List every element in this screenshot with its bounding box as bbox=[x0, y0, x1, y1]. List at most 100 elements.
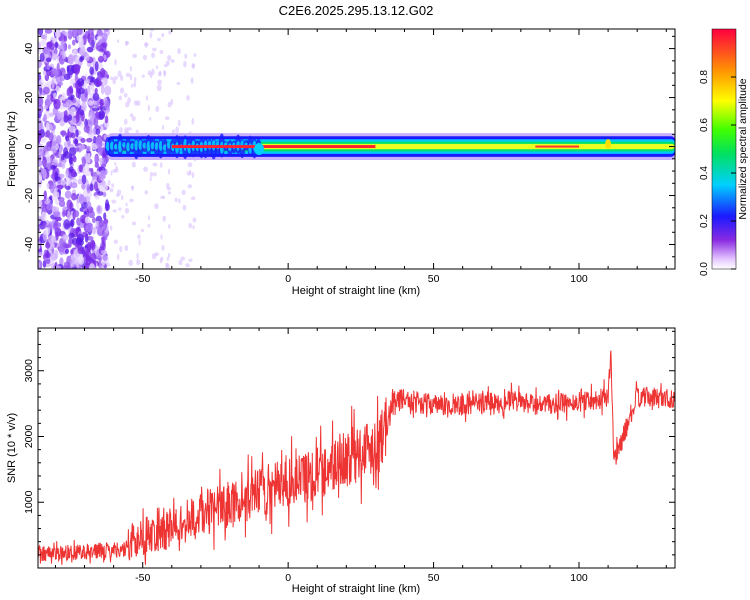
spectrogram-faint-blob bbox=[147, 224, 151, 228]
spectrogram-faint-blob bbox=[154, 203, 159, 210]
spectrogram-faint-blob bbox=[189, 169, 192, 175]
spectrogram-faint-blob bbox=[117, 70, 122, 78]
spectrogram-faint-blob bbox=[113, 239, 119, 244]
spectrogram-noise-blob bbox=[60, 173, 65, 179]
spectrogram-faint-blob bbox=[162, 215, 167, 222]
spectrogram-noise-blob bbox=[59, 198, 63, 207]
spectrogram-noise-blob bbox=[76, 29, 83, 36]
spectrogram-faint-blob bbox=[191, 172, 195, 179]
spectrogram-faint-blob bbox=[129, 198, 134, 203]
spectrogram-noise-blob bbox=[83, 170, 91, 177]
spectrogram-faint-blob bbox=[111, 199, 117, 204]
spectrogram-faint-blob bbox=[129, 74, 133, 81]
spectrogram-noise-blob bbox=[65, 99, 73, 107]
spectrogram-noise-blob bbox=[42, 156, 47, 168]
spectrogram-faint-blob bbox=[137, 234, 141, 239]
spectrogram-noise-blob bbox=[94, 61, 99, 72]
spectrogram-noise-blob bbox=[38, 96, 44, 107]
spectrogram-faint-blob bbox=[175, 126, 179, 134]
spectrogram-faint-blob bbox=[110, 76, 114, 81]
spectrogram-faint-blob bbox=[132, 221, 137, 226]
spectrogram-faint-blob bbox=[118, 95, 123, 101]
spectrogram-noise-blob bbox=[67, 114, 73, 122]
spectrogram-noise-blob bbox=[51, 139, 57, 150]
spectrogram-faint-blob bbox=[157, 79, 163, 85]
spectrogram-noise-blob bbox=[56, 135, 62, 145]
spectrogram-noise-blob bbox=[63, 261, 71, 269]
spectrogram-faint-blob bbox=[164, 116, 170, 121]
spectrogram-noise-blob bbox=[56, 184, 64, 189]
colorbar-tick-label: 0.0 bbox=[699, 262, 710, 276]
spectrogram-noise-blob bbox=[48, 234, 55, 245]
spectrogram-noise-blob bbox=[73, 29, 78, 38]
spectrogram-faint-blob bbox=[129, 65, 133, 72]
spectrogram-noise-blob bbox=[48, 132, 54, 141]
spectrogram-noise-blob bbox=[58, 245, 65, 256]
spectrogram-faint-blob bbox=[136, 259, 141, 266]
spectrogram-noise-blob bbox=[46, 64, 51, 71]
spectrogram-noise-blob bbox=[79, 109, 85, 116]
spectrogram-faint-blob bbox=[178, 198, 181, 204]
spectrogram-noise-blob bbox=[84, 216, 90, 224]
spectrogram-noise-blob bbox=[65, 169, 69, 179]
spectrogram-noise-blob bbox=[88, 110, 93, 120]
colorbar-frame bbox=[711, 28, 737, 270]
spectrogram-noise-blob bbox=[45, 48, 51, 55]
snr-ylabel: SNR (10 * v/v) bbox=[6, 413, 18, 483]
spectrogram-noise-blob bbox=[89, 239, 96, 248]
spectrogram-noise-blob bbox=[62, 210, 66, 218]
spectrogram-faint-blob bbox=[157, 37, 161, 42]
spectrogram-noise-blob bbox=[75, 129, 79, 138]
spectrogram-noise-blob bbox=[70, 257, 76, 268]
spectrogram-noise-blob bbox=[91, 142, 98, 150]
spectrogram-noise-blob bbox=[51, 53, 58, 61]
spectrogram-faint-blob bbox=[174, 197, 178, 203]
spectrogram-noise-blob bbox=[88, 91, 93, 99]
spectrogram-noise-blob bbox=[88, 100, 94, 106]
spectrogram-ridge-blob bbox=[122, 142, 127, 148]
spectrogram-noise-blob bbox=[95, 128, 101, 135]
spectrogram-noise-blob bbox=[95, 136, 103, 148]
spectrogram-noise-blob bbox=[94, 181, 98, 192]
spectrogram-noise-blob bbox=[57, 111, 62, 120]
spectrogram-noise-blob bbox=[86, 183, 91, 194]
spectrogram-noise-blob bbox=[81, 174, 87, 185]
spectrogram-noise-blob bbox=[50, 252, 58, 261]
colorbar-tick-label: 0.8 bbox=[699, 70, 710, 84]
spectrogram-faint-blob bbox=[131, 186, 134, 191]
spectrogram-noise-blob bbox=[93, 135, 97, 145]
spectrogram-noise-blob bbox=[54, 176, 61, 181]
spectrogram-noise-blob bbox=[55, 216, 62, 222]
spectrogram-faint-blob bbox=[125, 41, 130, 45]
spectrogram-ridge-blob bbox=[130, 143, 135, 150]
spectrogram-faint-blob bbox=[138, 238, 141, 246]
spectrogram-noise-blob bbox=[64, 181, 71, 186]
spectrogram-noise-blob bbox=[43, 114, 47, 122]
spectrogram-faint-blob bbox=[105, 263, 111, 267]
spectrogram-noise-blob bbox=[38, 29, 44, 36]
spectrogram-noise-blob bbox=[68, 125, 76, 133]
spectrogram-noise-blob bbox=[46, 182, 50, 190]
spectrogram-faint-blob bbox=[163, 71, 166, 78]
spectrogram-noise-blob bbox=[42, 168, 47, 180]
spectrogram-noise-blob bbox=[78, 255, 85, 265]
spectrogram-noise-blob bbox=[65, 135, 70, 142]
spectrogram-faint-blob bbox=[119, 245, 123, 253]
spectrogram-noise-blob bbox=[76, 198, 80, 210]
spectrogram-faint-blob bbox=[167, 54, 172, 61]
spectrogram-noise-blob bbox=[59, 257, 64, 266]
spectrogram-noise-blob bbox=[84, 53, 90, 62]
spectrogram-faint-blob bbox=[149, 29, 154, 32]
y-tick-label: 0 bbox=[23, 143, 35, 149]
spectrogram-faint-blob bbox=[128, 259, 133, 267]
spectrogram-noise-blob bbox=[104, 115, 109, 124]
spectrogram-noise-blob bbox=[54, 41, 59, 48]
spectrogram-faint-blob bbox=[177, 48, 181, 55]
spectrogram-noise-blob bbox=[86, 145, 91, 152]
spectrogram-noise-blob bbox=[70, 94, 75, 100]
spectrogram-faint-blob bbox=[112, 78, 117, 85]
snr-y-axis: 1000 2000 3000 bbox=[23, 330, 675, 556]
spectrogram-ridge-blob bbox=[134, 139, 139, 151]
spectrogram-noise-blob bbox=[49, 195, 53, 201]
